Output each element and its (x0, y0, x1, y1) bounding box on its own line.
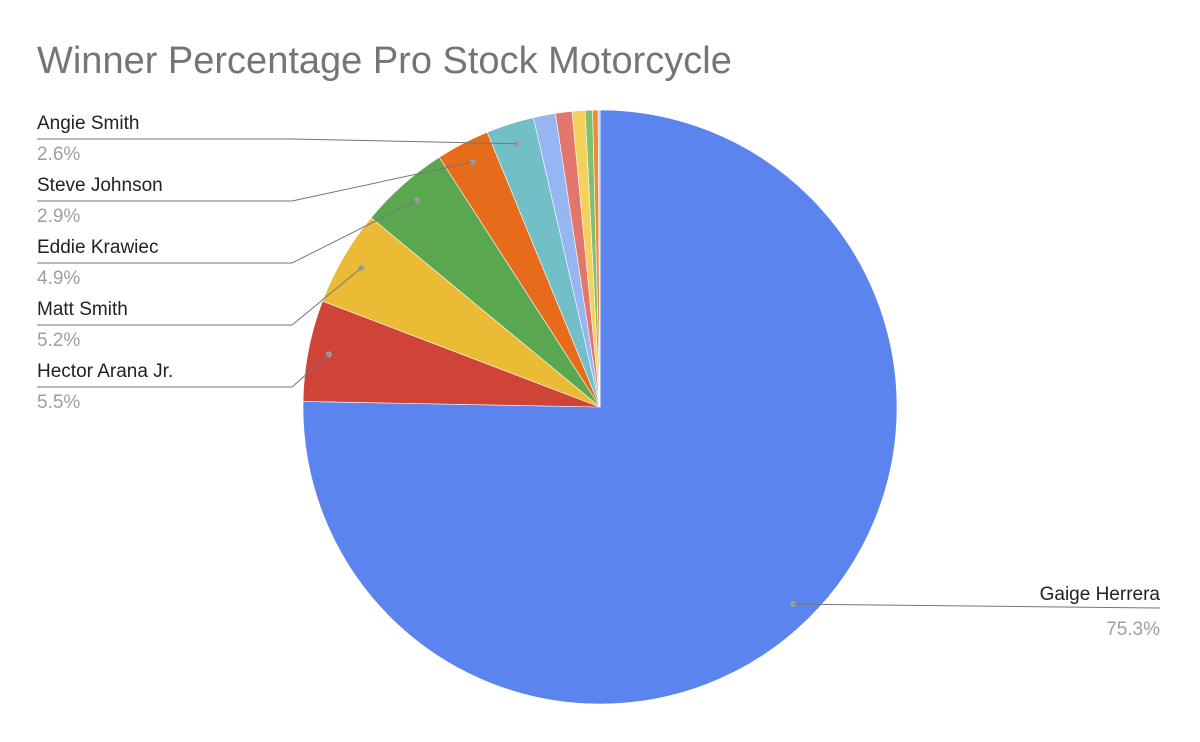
slice-label-name: Gaige Herrera (1040, 584, 1161, 605)
slice-label-value: 5.2% (37, 330, 80, 351)
slice-label-value: 75.3% (1106, 619, 1160, 640)
leader-line (37, 161, 473, 202)
chart-title: Winner Percentage Pro Stock Motorcycle (37, 40, 732, 82)
slice-label-value: 2.9% (37, 206, 80, 227)
slice-label-value: 2.6% (37, 144, 80, 165)
slice-label-name: Angie Smith (37, 113, 139, 134)
slice-label-name: Matt Smith (37, 299, 128, 320)
leader-line (37, 199, 417, 264)
leader-dot (790, 601, 797, 608)
pie-slices (302, 109, 898, 705)
slice-label-name: Hector Arana Jr. (37, 361, 173, 382)
pie-slice-gaige-herrera[interactable] (302, 109, 898, 705)
slice-label-name: Steve Johnson (37, 175, 163, 196)
slice-label-value: 5.5% (37, 392, 80, 413)
leader-line (793, 603, 1161, 609)
slice-label-value: 4.9% (37, 268, 80, 289)
leader-line (37, 267, 362, 326)
leader-lines (37, 138, 1161, 609)
slice-labels: Gaige Herrera 75.3% Hector Arana Jr. 5.5% Ma… (37, 113, 1160, 640)
slice-label-name: Eddie Krawiec (37, 237, 158, 258)
leader-line (37, 138, 517, 145)
leader-line (37, 354, 330, 388)
pie-slice-other-11[interactable] (597, 109, 601, 408)
